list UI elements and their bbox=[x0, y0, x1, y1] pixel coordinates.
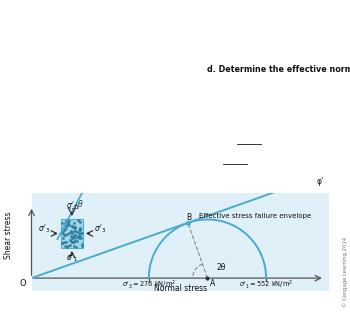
Point bbox=[71, 229, 77, 234]
Text: $\sigma'_1 = 552\ \rm{kN/m^2}$: $\sigma'_1 = 552\ \rm{kN/m^2}$ bbox=[239, 279, 293, 291]
Text: B: B bbox=[186, 213, 191, 222]
Point bbox=[62, 222, 68, 228]
Point bbox=[69, 235, 75, 240]
Bar bbox=[61, 219, 83, 248]
Text: $\sigma'_3 = 276\ \rm{kN/m^2}$: $\sigma'_3 = 276\ \rm{kN/m^2}$ bbox=[122, 279, 176, 291]
Point bbox=[60, 230, 65, 235]
Point bbox=[73, 244, 79, 250]
Point bbox=[78, 235, 84, 241]
Text: © Cengage Learning 2014: © Cengage Learning 2014 bbox=[343, 237, 348, 307]
Text: $\sigma'_3$: $\sigma'_3$ bbox=[93, 222, 106, 235]
Point bbox=[59, 241, 64, 246]
Point bbox=[71, 224, 77, 230]
Point bbox=[79, 241, 85, 246]
Point bbox=[62, 243, 68, 248]
Point bbox=[76, 234, 81, 239]
Point bbox=[71, 220, 77, 225]
Point bbox=[76, 231, 82, 236]
Point bbox=[59, 240, 65, 246]
Point bbox=[63, 224, 69, 229]
Point bbox=[64, 220, 70, 225]
Text: Shear stress: Shear stress bbox=[4, 212, 13, 259]
Text: d. Determine the effective normal stress on the plane of maximum shear stress: d. Determine the effective normal stress… bbox=[207, 65, 350, 74]
Point bbox=[64, 219, 69, 225]
Point bbox=[65, 223, 71, 228]
Point bbox=[60, 235, 66, 240]
Point bbox=[62, 227, 67, 232]
Point bbox=[65, 218, 71, 224]
Point bbox=[71, 233, 77, 238]
Point bbox=[63, 218, 69, 224]
Point bbox=[59, 229, 65, 234]
Point bbox=[69, 224, 75, 229]
Point bbox=[76, 218, 81, 223]
Point bbox=[79, 244, 85, 249]
Point bbox=[70, 239, 76, 244]
Point bbox=[66, 231, 72, 236]
Point bbox=[68, 238, 74, 243]
Point bbox=[64, 232, 70, 237]
Text: Effective stress failure envelope: Effective stress failure envelope bbox=[199, 213, 312, 219]
Point bbox=[63, 218, 69, 223]
Point bbox=[72, 235, 77, 240]
Point bbox=[79, 230, 84, 235]
Text: $\sigma'_1$: $\sigma'_1$ bbox=[66, 252, 78, 264]
Point bbox=[65, 220, 71, 226]
Point bbox=[69, 223, 75, 228]
Point bbox=[60, 221, 65, 226]
Point bbox=[75, 234, 80, 240]
Text: A: A bbox=[210, 279, 215, 288]
Point bbox=[77, 235, 82, 240]
Point bbox=[63, 240, 69, 245]
Point bbox=[74, 238, 79, 244]
Point bbox=[69, 230, 75, 235]
Point bbox=[77, 219, 83, 224]
Point bbox=[62, 232, 68, 238]
Text: O: O bbox=[20, 279, 26, 288]
Point bbox=[75, 230, 80, 235]
Point bbox=[69, 240, 75, 245]
Point bbox=[62, 221, 68, 226]
Point bbox=[77, 227, 83, 232]
Text: 2θ: 2θ bbox=[216, 264, 226, 272]
Point bbox=[67, 237, 72, 242]
Text: $\theta$: $\theta$ bbox=[77, 198, 84, 209]
Point bbox=[75, 233, 81, 238]
Point bbox=[63, 219, 68, 224]
Point bbox=[68, 230, 74, 235]
Point bbox=[77, 227, 82, 232]
Point bbox=[69, 236, 75, 241]
Text: φ’: φ’ bbox=[317, 178, 324, 186]
Point bbox=[78, 226, 83, 231]
Text: $\sigma'_3$: $\sigma'_3$ bbox=[38, 222, 50, 235]
Point bbox=[62, 227, 68, 232]
Point bbox=[73, 233, 78, 238]
Point bbox=[65, 243, 71, 249]
Point bbox=[64, 244, 70, 249]
Point bbox=[70, 224, 76, 229]
Point bbox=[76, 233, 82, 238]
Point bbox=[77, 233, 83, 239]
Point bbox=[66, 222, 72, 228]
Text: $\sigma'_1$: $\sigma'_1$ bbox=[66, 199, 78, 212]
Point bbox=[72, 225, 78, 230]
Point bbox=[79, 230, 84, 235]
Point bbox=[61, 239, 66, 244]
Point bbox=[72, 238, 78, 243]
Point bbox=[68, 228, 74, 233]
Point bbox=[71, 244, 77, 249]
Point bbox=[72, 239, 77, 245]
Point bbox=[72, 225, 78, 230]
Point bbox=[64, 221, 70, 226]
Point bbox=[66, 219, 72, 224]
Point bbox=[68, 233, 74, 238]
Point bbox=[70, 234, 76, 240]
Text: Normal stress: Normal stress bbox=[154, 284, 207, 293]
Point bbox=[61, 233, 66, 238]
Point bbox=[77, 226, 82, 231]
Point bbox=[76, 218, 82, 223]
Point bbox=[67, 243, 73, 248]
Point bbox=[72, 229, 77, 234]
